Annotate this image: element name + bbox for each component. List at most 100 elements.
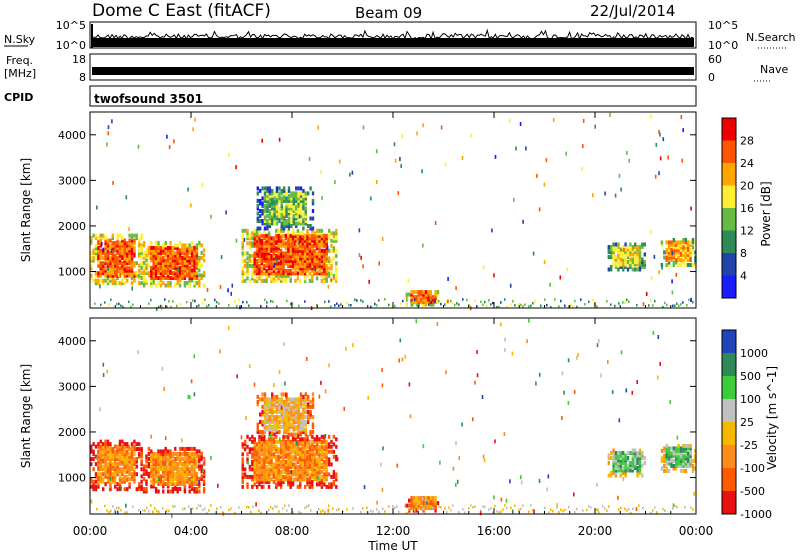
range-cell bbox=[263, 434, 266, 439]
range-cell bbox=[306, 251, 309, 256]
range-cell bbox=[289, 474, 292, 479]
range-cell bbox=[308, 452, 312, 457]
range-cell bbox=[198, 464, 201, 469]
range-cell bbox=[427, 290, 430, 295]
range-cell bbox=[268, 415, 271, 419]
range-cell bbox=[294, 236, 297, 241]
range-cell bbox=[106, 457, 110, 462]
range-cell bbox=[188, 271, 191, 275]
range-cell bbox=[118, 479, 122, 484]
range-cell bbox=[150, 471, 153, 476]
range-cell bbox=[301, 241, 304, 246]
range-cell bbox=[284, 449, 288, 454]
range-cell bbox=[118, 241, 122, 246]
speckle-cell bbox=[470, 133, 472, 138]
range-cell bbox=[267, 241, 271, 246]
range-cell bbox=[284, 472, 288, 477]
range-cell bbox=[684, 252, 687, 257]
range-cell bbox=[263, 236, 266, 241]
range-cell bbox=[135, 459, 138, 464]
range-cell bbox=[427, 496, 430, 501]
range-cell bbox=[270, 263, 273, 268]
range-cell bbox=[294, 467, 297, 472]
range-cell bbox=[267, 236, 271, 241]
range-cell bbox=[121, 241, 124, 246]
scatter-cell bbox=[272, 507, 274, 510]
range-cell bbox=[92, 452, 95, 457]
range-cell bbox=[323, 464, 326, 469]
scatter-cell bbox=[488, 508, 490, 511]
range-cell bbox=[275, 261, 278, 266]
range-cell bbox=[111, 233, 114, 238]
range-cell bbox=[164, 243, 167, 248]
scatter-cell bbox=[438, 299, 440, 303]
range-cell bbox=[296, 263, 300, 268]
range-cell bbox=[111, 261, 114, 266]
range-cell bbox=[279, 449, 283, 454]
range-cell bbox=[299, 482, 302, 487]
range-cell bbox=[193, 253, 196, 258]
range-cell bbox=[677, 464, 680, 468]
range-cell bbox=[619, 458, 622, 463]
range-cell bbox=[261, 397, 264, 402]
scatter-cell bbox=[124, 511, 126, 514]
range-cell bbox=[332, 479, 336, 484]
range-cell bbox=[614, 262, 618, 267]
range-cell bbox=[275, 198, 279, 203]
range-cell bbox=[292, 425, 295, 429]
range-cell bbox=[282, 228, 285, 233]
range-cell bbox=[142, 271, 146, 275]
range-cell bbox=[106, 263, 110, 268]
range-cell bbox=[193, 487, 196, 491]
range-cell bbox=[299, 221, 303, 226]
range-cell bbox=[130, 238, 134, 243]
range-cell bbox=[422, 508, 425, 513]
range-cell bbox=[130, 261, 134, 266]
range-cell bbox=[311, 258, 314, 263]
speckle-cell bbox=[194, 117, 196, 122]
range-cell bbox=[263, 226, 267, 231]
range-cell bbox=[320, 266, 324, 271]
range-cell bbox=[634, 252, 637, 257]
range-cell bbox=[159, 477, 163, 481]
scatter-cell bbox=[624, 507, 626, 511]
scatter-cell bbox=[558, 305, 560, 308]
speckle-cell bbox=[236, 374, 238, 379]
range-cell bbox=[275, 430, 279, 434]
speckle-cell bbox=[240, 435, 243, 440]
scatter-cell bbox=[128, 300, 130, 304]
range-cell bbox=[275, 444, 278, 449]
range-cell bbox=[294, 444, 297, 449]
range-cell bbox=[311, 278, 314, 283]
range-cell bbox=[162, 258, 165, 263]
range-cell bbox=[279, 253, 283, 258]
range-cell bbox=[263, 472, 266, 477]
range-cell bbox=[624, 473, 627, 478]
range-cell bbox=[195, 248, 199, 253]
range-cell bbox=[154, 456, 158, 461]
range-cell bbox=[135, 233, 138, 238]
nsky-line bbox=[91, 28, 695, 41]
range-cell bbox=[422, 503, 425, 508]
range-cell bbox=[291, 228, 295, 233]
range-cell bbox=[258, 449, 261, 454]
range-cell bbox=[253, 462, 256, 467]
range-cell bbox=[265, 243, 268, 248]
range-cell bbox=[270, 467, 273, 472]
range-cell bbox=[330, 266, 333, 271]
range-cell bbox=[279, 261, 283, 266]
range-cell bbox=[138, 442, 141, 447]
range-cell bbox=[121, 256, 124, 261]
range-cell bbox=[99, 266, 102, 271]
range-cell bbox=[299, 241, 302, 246]
range-cell bbox=[271, 188, 274, 193]
scatter-cell bbox=[480, 300, 482, 303]
range-cell bbox=[266, 427, 269, 432]
range-cell bbox=[133, 447, 136, 452]
y-tick-label: 2000 bbox=[58, 220, 86, 233]
range-cell bbox=[241, 251, 244, 256]
scatter-cell bbox=[336, 508, 338, 512]
range-cell bbox=[287, 273, 290, 278]
range-cell bbox=[641, 262, 644, 267]
